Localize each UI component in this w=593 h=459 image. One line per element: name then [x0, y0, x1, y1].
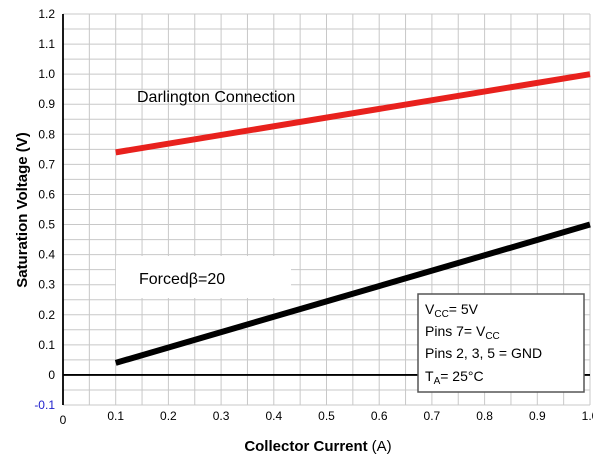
annotation-forced-beta: Forcedβ=20 — [139, 271, 225, 288]
test-conditions-box: VCC= 5V Pins 7= VCC Pins 2, 3, 5 = GND T… — [417, 293, 585, 393]
x-tick-label-2: 0.2 — [160, 409, 177, 423]
x-axis-title-unit: (A) — [372, 438, 392, 455]
x-tick-label-1: 0.1 — [107, 409, 124, 423]
x-tick-label-4: 0.4 — [265, 409, 282, 423]
y-tick-label-6: 0.5 — [38, 218, 55, 232]
y-tick-label-4: 0.3 — [38, 278, 55, 292]
series-lines — [114, 71, 591, 366]
y-tick-label-13: 1.2 — [38, 7, 55, 21]
pins235-condition: Pins 2, 3, 5 = GND — [425, 345, 542, 361]
ta-prefix: T — [425, 368, 434, 384]
x-tick-label-10: 1.0 — [582, 409, 593, 423]
ta-subscript: A — [434, 376, 441, 387]
y-tick-label-7: 0.6 — [38, 187, 55, 201]
tick-labels: -0.1 0 0.1 0.2 0.3 0.4 0.5 0.6 0.7 0.8 0.9 1.0 1.1 1.… — [34, 7, 593, 427]
y-tick-label-11: 1.0 — [38, 67, 55, 81]
x-tick-label-6: 0.6 — [371, 409, 388, 423]
vcc-subscript: CC — [434, 309, 448, 320]
svg-text:Pins 7= VCC: Pins 7= VCC — [425, 323, 500, 342]
x-tick-label-9: 0.9 — [529, 409, 546, 423]
y-tick-label-8: 0.7 — [38, 157, 55, 171]
x-tick-label-0: 0 — [60, 413, 67, 427]
y-tick-label-3: 0.2 — [38, 308, 55, 322]
svg-text:VCC= 5V: VCC= 5V — [425, 301, 479, 320]
y-tick-label-9: 0.8 — [38, 127, 55, 141]
series-line-0 — [115, 71, 591, 156]
x-tick-label-5: 0.5 — [318, 409, 335, 423]
vcc-prefix: V — [425, 301, 435, 317]
x-axis-title-main: Collector Current — [244, 438, 367, 455]
ta-value: = 25°C — [440, 368, 483, 384]
pins7-prefix: Pins 7= V — [425, 323, 486, 339]
x-tick-label-8: 0.8 — [476, 409, 493, 423]
svg-text:TA= 25°C: TA= 25°C — [425, 368, 484, 387]
x-axis-title: Collector Current (A) — [244, 438, 391, 455]
annotation-darlington-connection: Darlington Connection — [137, 89, 295, 106]
x-tick-label-3: 0.3 — [213, 409, 230, 423]
y-tick-label-0: -0.1 — [34, 398, 55, 412]
y-tick-label-5: 0.4 — [38, 248, 55, 262]
vcc-value: = 5V — [449, 301, 479, 317]
x-tick-label-7: 0.7 — [424, 409, 441, 423]
series-line-1 — [114, 221, 591, 366]
annotation-forced-beta-box — [116, 256, 291, 298]
y-tick-label-12: 1.1 — [38, 37, 55, 51]
y-tick-label-10: 0.9 — [38, 97, 55, 111]
pins7-subscript: CC — [485, 331, 499, 342]
y-axis-title: Saturation Voltage (V) — [14, 132, 31, 288]
y-tick-label-1: 0 — [48, 368, 55, 382]
y-tick-label-2: 0.1 — [38, 338, 55, 352]
